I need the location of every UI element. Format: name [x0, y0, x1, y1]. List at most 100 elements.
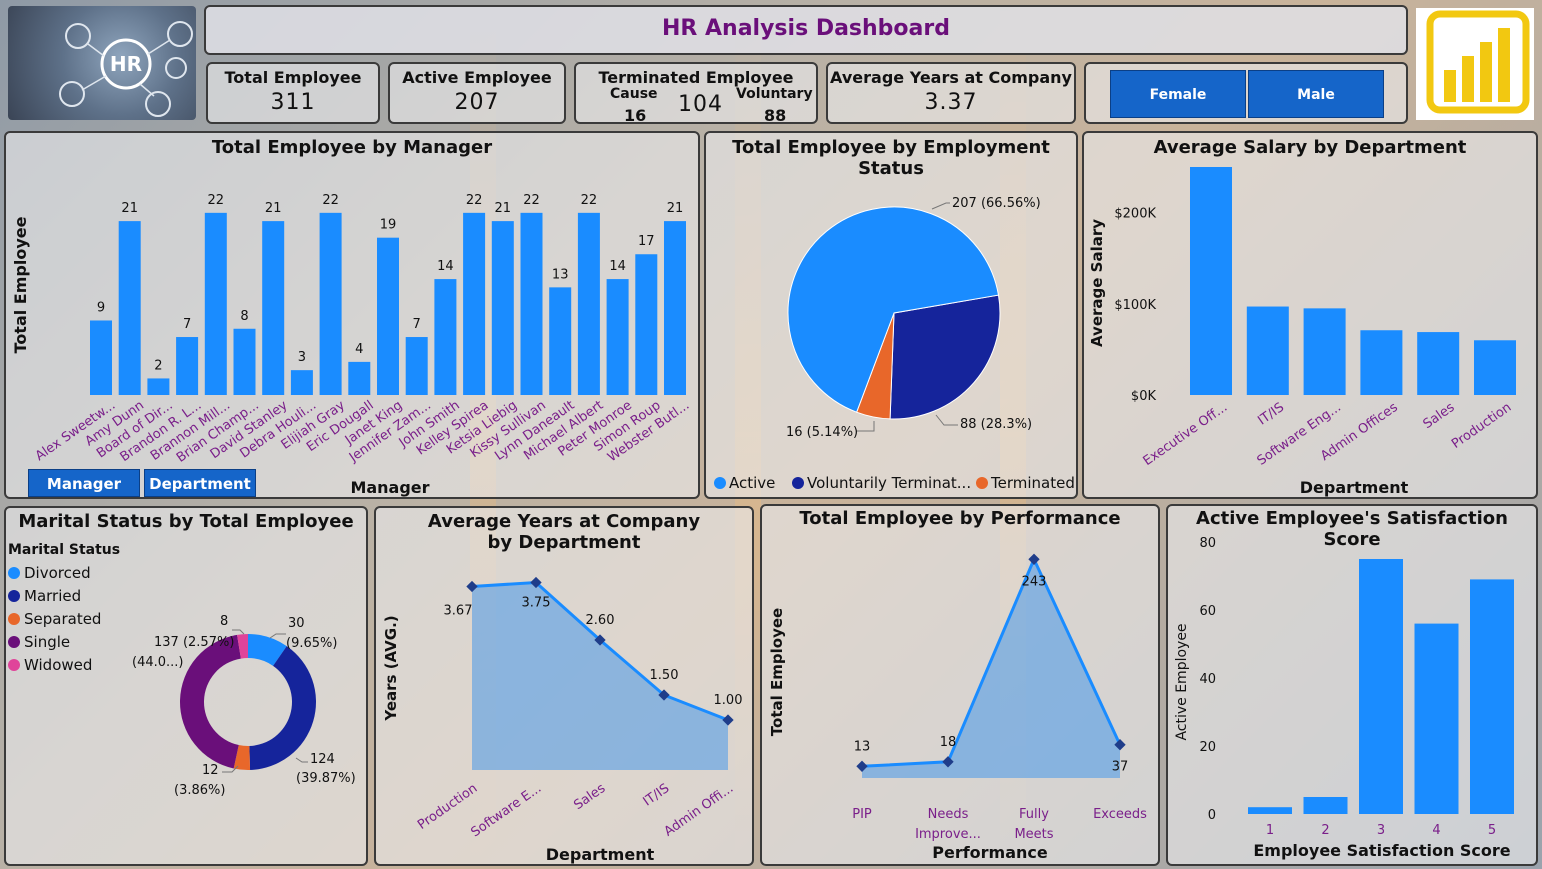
- tick-label: 1: [1266, 823, 1274, 838]
- leader-line: [931, 202, 950, 210]
- title-bar: HR Analysis Dashboard: [204, 5, 1408, 55]
- data-point: [1114, 739, 1126, 751]
- department-toggle-button[interactable]: Department: [144, 469, 256, 497]
- bar: [290, 370, 313, 395]
- bar: [262, 221, 285, 395]
- bar: [176, 337, 199, 395]
- y-axis-label: Average Salary: [1088, 219, 1106, 347]
- data-label: 207 (66.56%): [952, 196, 1041, 211]
- data-label: 1.50: [650, 668, 679, 683]
- kpi-label: Average Years at Company: [830, 68, 1072, 87]
- bar: [1360, 330, 1403, 395]
- legend-dot: [714, 477, 726, 489]
- performance-area-chart: 13 18 243 37 PIP Needs Improve... Fully Meets Exc…: [768, 553, 1147, 862]
- hr-logo-text: HR: [110, 52, 142, 76]
- data-label: (44.0...): [132, 655, 184, 670]
- legend-item: Single: [8, 633, 120, 651]
- chart-title: Total Employee by Performance: [799, 508, 1121, 529]
- data-point: [722, 714, 734, 726]
- tick-label: PIP: [852, 807, 872, 822]
- chart-title: Total Employee by Manager: [211, 137, 493, 158]
- bar: [1359, 559, 1403, 814]
- data-label: 21: [265, 201, 282, 216]
- manager-toggle-button[interactable]: Manager: [28, 469, 140, 497]
- bar: [1248, 807, 1292, 814]
- chart-title: Average Years at Company by Department: [427, 511, 701, 553]
- leader-line: [935, 414, 958, 426]
- kpi-active-employee: Active Employee 207: [388, 62, 566, 124]
- tick-label: Sales: [1421, 400, 1458, 432]
- bar: [1414, 623, 1459, 814]
- pie-slice: [889, 294, 1001, 420]
- legend-label: Divorced: [24, 564, 91, 582]
- legend-dot: [8, 567, 20, 579]
- tick-label: Production: [415, 781, 480, 833]
- data-label: 18: [940, 735, 957, 750]
- data-label: 14: [609, 259, 626, 274]
- bar: [549, 287, 572, 395]
- legend-dot: [8, 636, 20, 648]
- data-label: 37: [1112, 760, 1129, 775]
- data-point: [658, 689, 670, 701]
- tick-label: 5: [1488, 823, 1496, 838]
- tick-label: Improve...: [915, 827, 981, 842]
- legend-label: Single: [24, 633, 71, 651]
- donut-slice: [249, 646, 316, 770]
- area-fill: [862, 559, 1120, 778]
- y-axis-label: Total Employee: [768, 608, 786, 736]
- data-label: 13: [552, 267, 569, 282]
- panel-satisfaction: Active Employee's Satisfaction Score 0 20…: [1166, 504, 1538, 866]
- data-label: (39.87%): [296, 771, 356, 786]
- area-fill: [472, 582, 728, 770]
- tick-label: Sales: [571, 781, 608, 813]
- kpi-label: Active Employee: [402, 68, 552, 87]
- data-label: 14: [437, 259, 454, 274]
- kpi-value: 3.37: [924, 90, 978, 115]
- data-label: 17: [638, 234, 655, 249]
- bar: [434, 279, 457, 395]
- pie-slice: [787, 206, 1000, 413]
- data-point: [1028, 553, 1040, 565]
- y-tick-label: $0K: [1131, 389, 1157, 404]
- marital-legend: Marital Status Divorced Married Separated S…: [8, 542, 120, 679]
- chart-title: Average Salary by Department: [1153, 137, 1467, 158]
- satisfaction-bar-chart: 0 20 40 60 80 1 2 3 4 5 Active Employee Employee Sa…: [1174, 536, 1514, 860]
- bar: [1417, 332, 1460, 395]
- x-axis-label: Manager: [350, 478, 429, 497]
- legend-title: Marital Status: [8, 542, 121, 558]
- chart-title: Total Employee by Employment Status: [732, 137, 1050, 179]
- data-label: 22: [466, 193, 483, 208]
- data-label: 243: [1022, 574, 1047, 589]
- data-label: 19: [380, 218, 397, 233]
- y-axis-label: Years (AVG.): [382, 615, 400, 721]
- data-label: 2: [154, 358, 162, 373]
- kpi-average-years: Average Years at Company 3.37: [826, 62, 1076, 124]
- y-tick-label: 60: [1199, 604, 1216, 619]
- data-label: 21: [667, 201, 684, 216]
- data-label: 7: [183, 317, 191, 332]
- data-label: 21: [495, 201, 512, 216]
- y-tick-label: 20: [1199, 740, 1216, 755]
- legend-item: Separated: [8, 610, 120, 628]
- data-label: 1.00: [714, 693, 743, 708]
- male-button[interactable]: Male: [1248, 70, 1384, 118]
- data-label: 30: [288, 616, 305, 631]
- donut-slice: [248, 634, 287, 666]
- y-tick-label: $100K: [1114, 298, 1156, 313]
- leader-line: [222, 765, 239, 773]
- y-tick-label: 40: [1199, 672, 1216, 687]
- female-button[interactable]: Female: [1110, 70, 1246, 118]
- kpi-cause-label: Cause: [610, 86, 658, 102]
- kpi-label: Terminated Employee: [598, 68, 794, 87]
- x-axis-label: Department: [546, 845, 655, 864]
- panel-years-dept: Average Years at Company by Department 3…: [374, 506, 754, 866]
- data-label: 124: [310, 752, 335, 767]
- status-pie-chart: 207 (66.56%) 88 (28.3%) 16 (5.14%) Active Vo…: [714, 196, 1076, 492]
- data-label: 88 (28.3%): [960, 417, 1032, 432]
- data-label: 8: [240, 309, 248, 324]
- legend-dot: [8, 590, 20, 602]
- legend-item: Widowed: [8, 656, 120, 674]
- legend-label: Active: [729, 474, 775, 492]
- bar: [204, 212, 227, 395]
